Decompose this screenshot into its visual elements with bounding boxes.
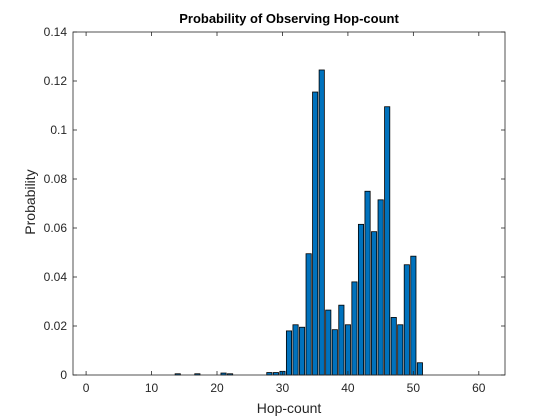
bar xyxy=(397,324,404,376)
axes-box xyxy=(72,31,506,376)
plot-area xyxy=(73,32,505,375)
bar xyxy=(390,317,397,376)
x-tick-label: 20 xyxy=(210,381,224,395)
bar xyxy=(357,223,365,376)
bar xyxy=(410,255,417,376)
bar xyxy=(371,231,378,376)
y-tick-label: 0.08 xyxy=(44,172,68,186)
x-tick-label: 30 xyxy=(276,381,290,395)
bar xyxy=(403,264,410,376)
bar xyxy=(305,253,312,376)
y-tick-label: 0.02 xyxy=(44,319,68,333)
bar xyxy=(338,304,345,376)
bar xyxy=(331,329,338,376)
y-tick-label: 0.14 xyxy=(44,25,68,39)
axes xyxy=(72,31,506,376)
bar xyxy=(285,330,293,376)
bar xyxy=(377,199,384,376)
tick-marks: 0 10 20 30 40 50 60 0 0.02 0.04 0.06 0.08 0.1 0.12 0.1… xyxy=(44,25,505,395)
chart-title: Probability of Observing Hop-count xyxy=(179,11,399,26)
x-tick-label: 10 xyxy=(145,381,159,395)
bar xyxy=(416,362,423,376)
bar xyxy=(364,190,371,376)
y-tick-label: 0 xyxy=(60,368,67,382)
bar xyxy=(384,106,391,376)
x-tick-label: 40 xyxy=(341,381,355,395)
y-tick-label: 0.12 xyxy=(44,74,68,88)
y-tick-label: 0.06 xyxy=(44,221,68,235)
bar xyxy=(325,309,332,376)
x-axis-label: Hop-count xyxy=(257,400,322,416)
y-tick-label: 0.04 xyxy=(44,270,68,284)
y-tick-label: 0.1 xyxy=(50,123,67,137)
bar xyxy=(344,324,351,376)
bar xyxy=(351,281,358,376)
bar xyxy=(299,326,306,376)
bar xyxy=(312,91,319,376)
bar xyxy=(292,324,299,376)
x-tick-label: 50 xyxy=(407,381,421,395)
y-axis-label: Probability xyxy=(22,169,38,234)
x-tick-label: 0 xyxy=(83,381,90,395)
bar xyxy=(318,69,325,376)
x-tick-label: 60 xyxy=(472,381,486,395)
